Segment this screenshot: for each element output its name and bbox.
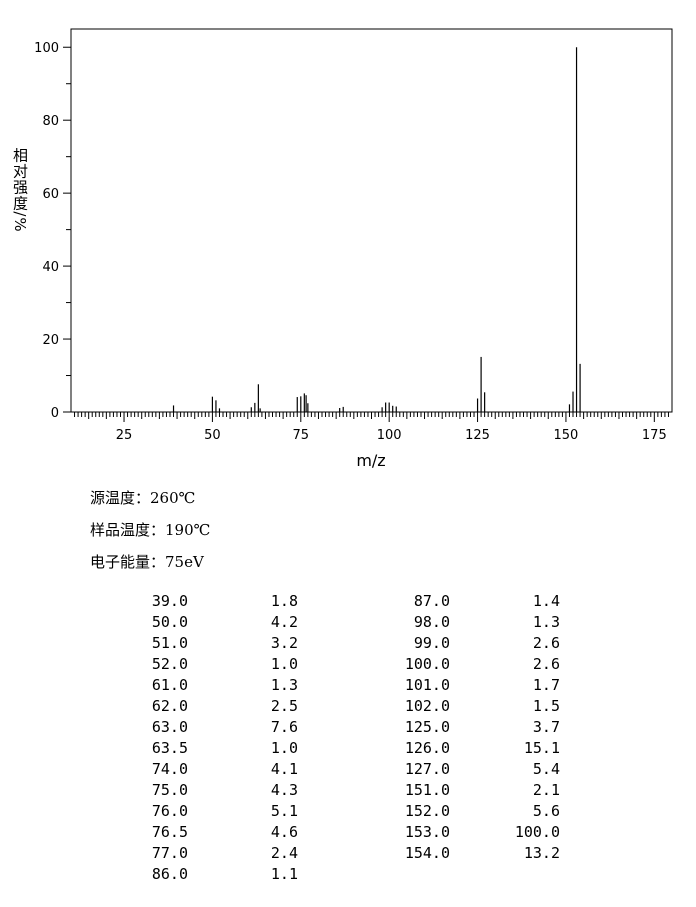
y-tick-label: 0 <box>51 406 59 421</box>
mz-cell: 154.0 <box>404 844 450 862</box>
mz-cell: 63.5 <box>151 739 188 757</box>
intensity-cell: 5.6 <box>532 802 560 820</box>
mz-cell: 51.0 <box>151 634 188 652</box>
mz-cell: 75.0 <box>151 781 188 799</box>
intensity-cell: 4.6 <box>270 823 298 841</box>
plot-frame <box>70 28 673 413</box>
y-ticks <box>63 46 71 413</box>
mz-cell: 99.0 <box>413 634 450 652</box>
intensity-cell: 2.6 <box>532 655 560 673</box>
x-axis-label: m/z <box>356 451 385 470</box>
sample-temperature: 样品温度：190℃ <box>90 521 211 539</box>
mz-cell: 77.0 <box>151 844 188 862</box>
x-major-ticks <box>123 412 655 422</box>
mz-cell: 76.5 <box>151 823 188 841</box>
source-temperature: 源温度：260℃ <box>90 489 196 507</box>
intensity-cell: 3.2 <box>270 634 298 652</box>
y-tick-label: 100 <box>34 41 59 56</box>
intensity-cell: 1.0 <box>270 739 298 757</box>
y-axis-label-text: 相对强度/% <box>11 147 29 232</box>
mz-cell: 74.0 <box>151 760 188 778</box>
x-tick-label: 75 <box>293 428 310 443</box>
intensity-cell: 1.0 <box>270 655 298 673</box>
x-tick-label: 25 <box>116 428 133 443</box>
mz-cell: 126.0 <box>404 739 450 757</box>
peak-lines <box>172 47 581 412</box>
mz-cell: 152.0 <box>404 802 450 820</box>
y-tick-label: 80 <box>42 114 59 129</box>
intensity-cell: 4.1 <box>270 760 298 778</box>
electron-energy: 电子能量：75eV <box>90 553 204 571</box>
mz-cell: 39.0 <box>151 592 188 610</box>
mz-cell: 76.0 <box>151 802 188 820</box>
mz-cell: 101.0 <box>404 676 450 694</box>
intensity-cell: 3.7 <box>532 718 560 736</box>
intensity-cell: 1.5 <box>532 697 560 715</box>
x-tick-label: 100 <box>377 428 402 443</box>
mz-cell: 125.0 <box>404 718 450 736</box>
intensity-cell: 1.7 <box>532 676 560 694</box>
mz-cell: 98.0 <box>413 613 450 631</box>
intensity-cell: 2.4 <box>270 844 298 862</box>
intensity-cell: 4.2 <box>270 613 298 631</box>
mz-cell: 153.0 <box>404 823 450 841</box>
intensity-cell: 4.3 <box>270 781 298 799</box>
x-tick-labels: 25 50 75 100 125 150 175 <box>116 428 667 443</box>
intensity-cell: 2.6 <box>532 634 560 652</box>
mass-spectrum-chart: 25 50 75 100 125 150 175 0 20 40 60 80 100 m/z 相对强度… <box>11 28 673 470</box>
y-tick-label: 40 <box>42 260 59 275</box>
y-axis-label: 相对强度/% <box>11 147 29 232</box>
intensity-cell: 1.4 <box>532 592 560 610</box>
mz-cell: 63.0 <box>151 718 188 736</box>
mz-cell: 151.0 <box>404 781 450 799</box>
intensity-cell: 1.1 <box>270 865 298 883</box>
x-tick-label: 175 <box>642 428 667 443</box>
mz-cell: 102.0 <box>404 697 450 715</box>
x-tick-label: 125 <box>465 428 490 443</box>
x-minor-ticks <box>74 412 669 419</box>
intensity-cell: 13.2 <box>523 844 560 862</box>
intensity-cell: 7.6 <box>270 718 298 736</box>
intensity-cell: 2.1 <box>532 781 560 799</box>
y-tick-label: 20 <box>42 333 59 348</box>
mz-cell: 62.0 <box>151 697 188 715</box>
intensity-cell: 1.8 <box>270 592 298 610</box>
intensity-cell: 1.3 <box>270 676 298 694</box>
mz-cell: 86.0 <box>151 865 188 883</box>
mz-cell: 87.0 <box>413 592 450 610</box>
intensity-cell: 5.1 <box>270 802 298 820</box>
y-tick-labels: 0 20 40 60 80 100 <box>34 41 59 421</box>
y-tick-label: 60 <box>42 187 59 202</box>
x-tick-label: 50 <box>204 428 221 443</box>
x-tick-label: 150 <box>554 428 579 443</box>
intensity-cell: 5.4 <box>532 760 560 778</box>
mz-cell: 52.0 <box>151 655 188 673</box>
mz-cell: 50.0 <box>151 613 188 631</box>
intensity-cell: 100.0 <box>514 823 560 841</box>
mz-cell: 127.0 <box>404 760 450 778</box>
intensity-cell: 15.1 <box>523 739 560 757</box>
intensity-cell: 1.3 <box>532 613 560 631</box>
mz-cell: 100.0 <box>404 655 450 673</box>
mz-cell: 61.0 <box>151 676 188 694</box>
intensity-cell: 2.5 <box>270 697 298 715</box>
